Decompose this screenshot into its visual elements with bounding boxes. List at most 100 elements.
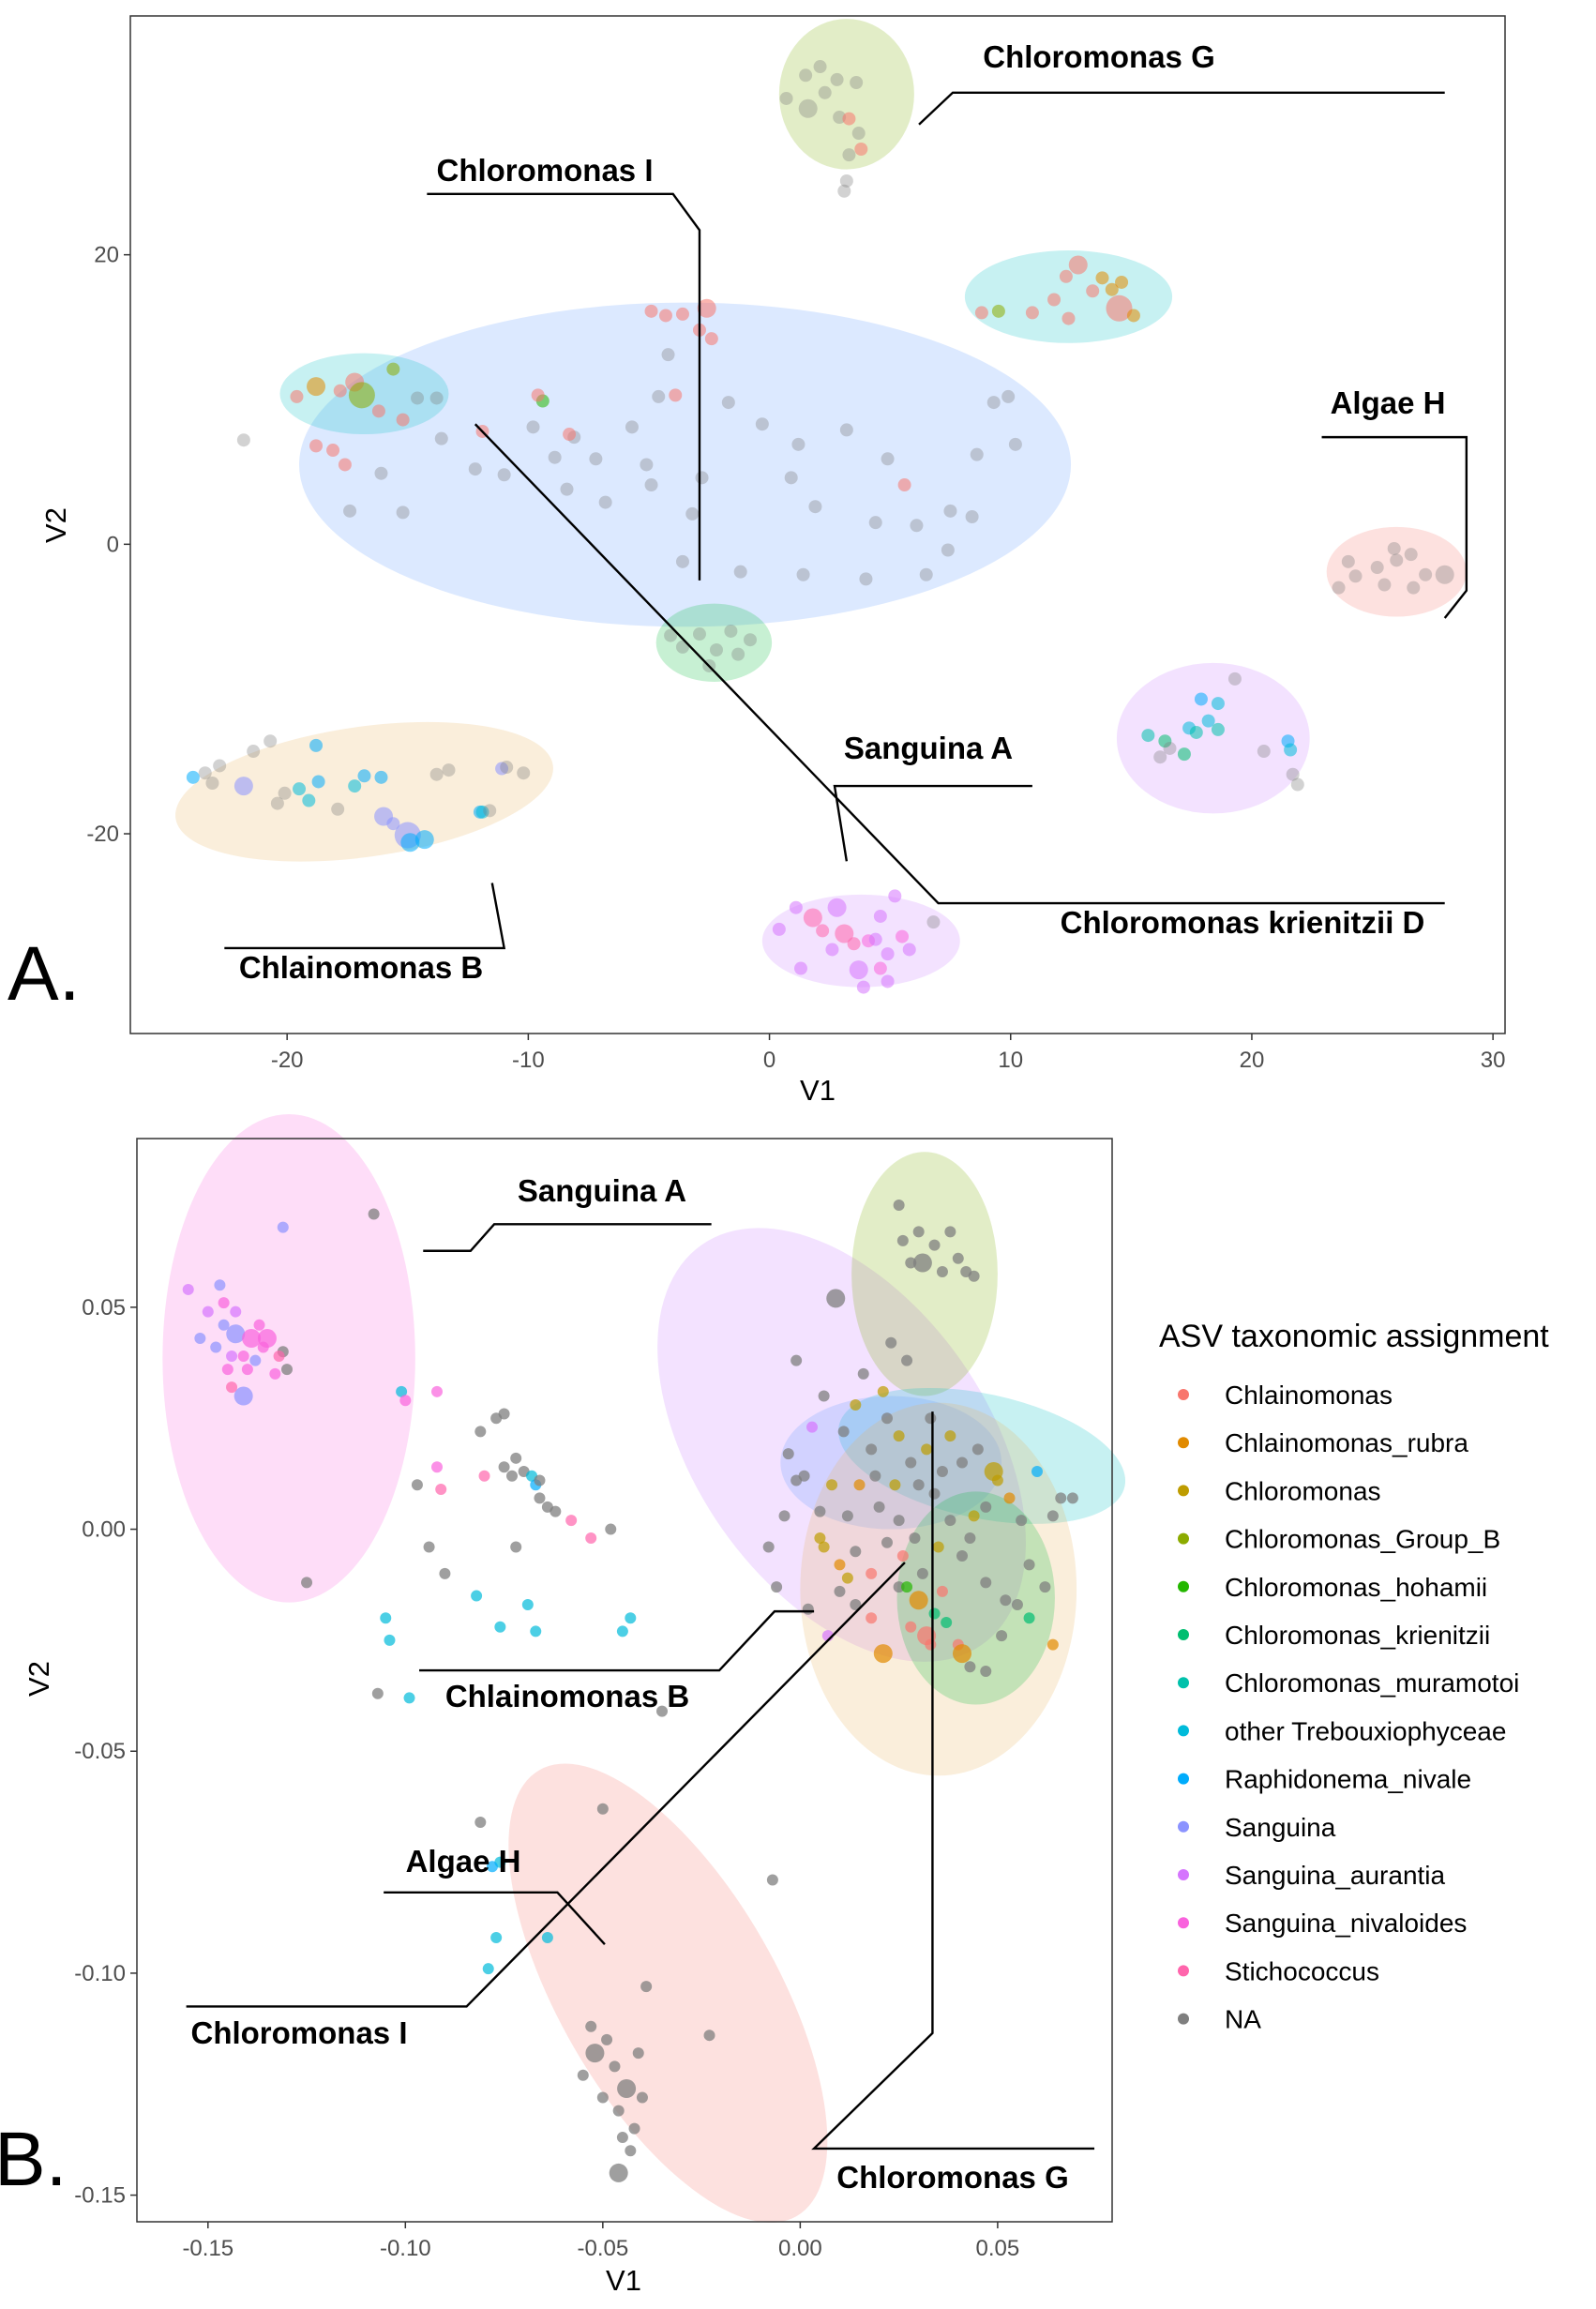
- legend-key: [1178, 1532, 1189, 1545]
- data-point: [1227, 672, 1242, 686]
- data-point: [357, 769, 371, 783]
- data-point: [901, 1581, 913, 1593]
- legend-label: Chloromonas_hohamii: [1225, 1573, 1487, 1602]
- data-point: [919, 567, 933, 581]
- panel-a-x-axis-title: V1: [800, 1074, 836, 1107]
- data-point: [850, 1599, 862, 1611]
- data-point: [1390, 553, 1404, 567]
- legend-key: [1178, 1485, 1189, 1497]
- data-point: [253, 1319, 265, 1331]
- data-point: [965, 510, 979, 524]
- x-tick-label: -0.10: [380, 2236, 431, 2261]
- data-point: [338, 458, 352, 472]
- cluster-label: Chloromonas krienitzii D: [1061, 905, 1425, 940]
- data-point: [269, 1367, 281, 1380]
- data-point: [247, 745, 261, 759]
- panel-a: A. Chloromonas G Chloromonas I Algae H Sang…: [8, 15, 1506, 1107]
- data-point: [912, 1253, 932, 1273]
- data-point: [964, 1532, 976, 1545]
- data-point: [628, 2122, 640, 2135]
- data-point: [309, 738, 324, 752]
- data-point: [877, 1385, 889, 1397]
- data-point: [791, 437, 806, 451]
- data-point: [414, 830, 434, 850]
- legend-key: [1178, 1820, 1189, 1833]
- data-point: [893, 1515, 905, 1527]
- data-point: [474, 1426, 487, 1438]
- y-tick-label: 20: [94, 243, 119, 268]
- data-point: [921, 1443, 933, 1456]
- cluster-ellipse: [851, 1152, 998, 1396]
- data-point: [859, 572, 873, 586]
- data-point: [218, 1297, 230, 1309]
- data-point: [721, 396, 735, 410]
- data-point: [893, 1430, 905, 1442]
- data-point: [218, 1319, 230, 1331]
- data-point: [656, 1705, 668, 1717]
- data-point: [396, 506, 410, 520]
- legend: ASV taxonomic assignment ChlainomonasChl…: [1159, 1319, 1549, 2034]
- leader-line: [423, 1223, 712, 1252]
- data-point: [478, 1470, 490, 1482]
- data-point: [226, 1350, 238, 1362]
- panel-a-cluster-labels: Chloromonas G Chloromonas I Algae H Sanguin…: [239, 39, 1446, 985]
- data-point: [471, 1590, 483, 1602]
- y-tick-label: -0.10: [74, 1961, 126, 1986]
- data-point: [1158, 734, 1172, 748]
- data-point: [640, 1981, 653, 1993]
- data-point: [724, 624, 738, 638]
- data-point: [881, 1536, 893, 1548]
- data-point: [839, 174, 853, 188]
- data-point: [526, 420, 540, 434]
- data-point: [841, 1510, 853, 1522]
- data-point: [386, 817, 400, 831]
- data-point: [793, 961, 807, 975]
- leader-line: [427, 192, 701, 581]
- panel-b-cluster-labels: Sanguina A Chlainomonas B Algae H Chloromon…: [190, 1173, 1068, 2195]
- data-point: [612, 2105, 625, 2117]
- data-point: [881, 947, 895, 961]
- data-point: [411, 1479, 423, 1491]
- data-point: [640, 458, 654, 472]
- data-point: [925, 1638, 937, 1651]
- data-point: [348, 779, 362, 793]
- data-point: [941, 1616, 953, 1628]
- data-point: [371, 404, 385, 418]
- data-point: [1047, 293, 1061, 307]
- data-point: [644, 304, 658, 318]
- data-point: [944, 1515, 956, 1527]
- y-tick-label: 0.00: [82, 1517, 126, 1543]
- data-point: [925, 1412, 937, 1425]
- data-point: [273, 1350, 285, 1362]
- data-point: [598, 495, 612, 509]
- data-point: [182, 1283, 194, 1295]
- data-point: [601, 2033, 613, 2045]
- data-point: [400, 833, 420, 853]
- data-point: [616, 2132, 628, 2144]
- data-point: [483, 804, 497, 818]
- panel-a-x-axis: -20 -10 0 10 20 30: [271, 1034, 1505, 1073]
- data-point: [912, 1226, 925, 1238]
- data-point: [1332, 581, 1346, 595]
- data-point: [616, 1625, 628, 1637]
- x-tick-label: 0.05: [976, 2236, 1020, 2261]
- data-point: [854, 142, 868, 156]
- data-point: [731, 647, 745, 661]
- legend-label: Chloromonas_muramotoi: [1225, 1668, 1519, 1698]
- data-point: [1177, 747, 1191, 762]
- legend-key: [1178, 1437, 1189, 1449]
- data-point: [902, 943, 916, 957]
- data-point: [1407, 581, 1421, 595]
- data-point: [490, 1932, 503, 1944]
- data-point: [270, 796, 284, 810]
- data-point: [984, 1462, 1003, 1482]
- data-point: [343, 504, 357, 518]
- data-point: [837, 184, 851, 198]
- data-point: [669, 388, 683, 402]
- data-point: [194, 1333, 206, 1345]
- data-point: [703, 2030, 715, 2042]
- data-point: [980, 1501, 992, 1513]
- panel-b-y-axis: -0.15 -0.10 -0.05 0.00 0.05: [74, 1295, 137, 2209]
- data-point: [563, 428, 577, 442]
